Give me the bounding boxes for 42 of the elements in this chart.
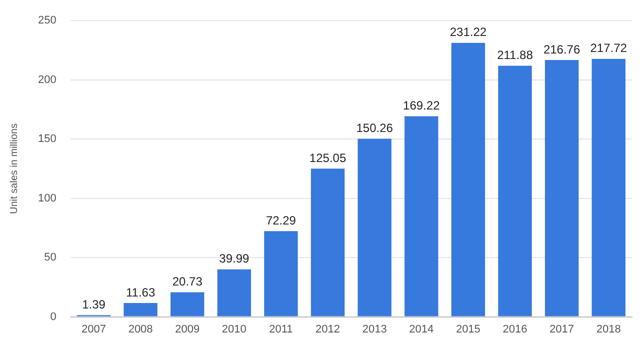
- x-tick-label: 2015: [456, 323, 480, 336]
- bar: [404, 116, 438, 316]
- x-tick-label: 2018: [596, 323, 621, 336]
- x-tick-label: 2008: [128, 323, 153, 336]
- y-tick-label: 0: [50, 310, 56, 323]
- bar: [592, 58, 626, 316]
- bar: [498, 66, 532, 316]
- y-tick-label: 200: [38, 74, 56, 86]
- y-tick-label: 250: [38, 14, 56, 27]
- x-tick-label: 2016: [502, 323, 528, 336]
- x-tick-label: 2014: [409, 323, 434, 336]
- x-tick-label: 2012: [316, 323, 340, 336]
- data-label: 217.72: [590, 41, 628, 56]
- data-label: 125.05: [309, 150, 346, 165]
- x-tick-label: 2013: [362, 323, 387, 336]
- y-tick-label: 150: [38, 133, 56, 146]
- data-label: 216.76: [543, 42, 580, 56]
- data-label: 20.73: [172, 274, 203, 289]
- x-tick-label: 2011: [269, 323, 293, 336]
- bar: [217, 269, 252, 316]
- bar: [124, 303, 158, 316]
- data-label: 150.26: [356, 121, 394, 136]
- data-label: 169.22: [403, 98, 440, 113]
- data-label: 72.29: [266, 213, 296, 228]
- y-tick-label: 100: [38, 192, 56, 204]
- data-label: 211.88: [497, 48, 534, 62]
- x-tick-label: 2007: [82, 323, 106, 336]
- bar: [451, 42, 486, 316]
- x-tick-label: 2009: [175, 323, 200, 336]
- data-label: 1.39: [82, 297, 106, 312]
- x-tick-label: 2010: [222, 323, 246, 336]
- bar: [358, 138, 392, 316]
- y-axis-title: Unit sales in millions: [8, 123, 20, 214]
- data-label: 231.22: [450, 25, 487, 40]
- bar: [544, 60, 579, 316]
- y-tick-label: 50: [44, 252, 56, 264]
- data-label: 39.99: [219, 252, 250, 266]
- data-label: 11.63: [126, 285, 156, 300]
- x-tick-label: 2017: [550, 323, 574, 336]
- bar: [170, 292, 204, 316]
- bar: [264, 231, 298, 316]
- bar: [310, 168, 345, 316]
